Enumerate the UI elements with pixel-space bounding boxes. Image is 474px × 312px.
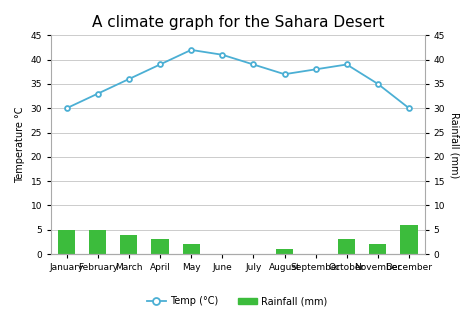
Title: A climate graph for the Sahara Desert: A climate graph for the Sahara Desert [91,15,384,30]
Y-axis label: Temperature °C: Temperature °C [15,106,25,183]
Bar [182,244,200,254]
Bar [338,239,356,254]
Bar [89,230,106,254]
Legend: Temp (°C), Rainfall (mm): Temp (°C), Rainfall (mm) [143,292,331,310]
Bar [276,249,293,254]
Bar [369,244,386,254]
Bar [120,235,137,254]
Bar [58,230,75,254]
Bar [401,225,418,254]
Y-axis label: Rainfall (mm): Rainfall (mm) [449,112,459,178]
Bar [152,239,169,254]
